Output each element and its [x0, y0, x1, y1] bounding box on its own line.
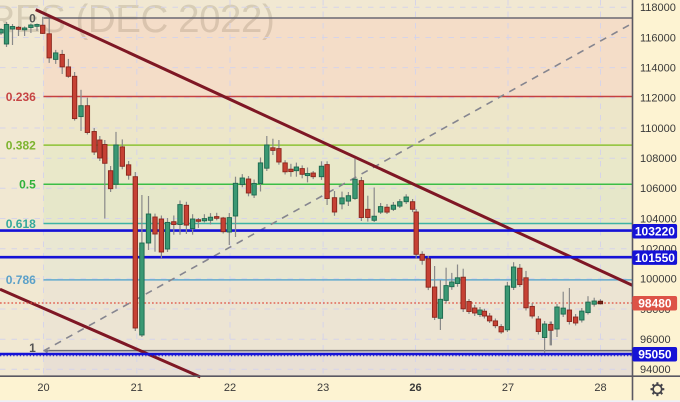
svg-text:22: 22	[224, 382, 236, 394]
svg-text:28: 28	[594, 382, 606, 394]
svg-text:101550: 101550	[635, 251, 675, 265]
svg-text:23: 23	[317, 382, 329, 394]
svg-text:1: 1	[29, 341, 36, 355]
svg-text:0.5: 0.5	[19, 178, 36, 192]
svg-text:116000: 116000	[640, 32, 676, 44]
svg-text:94000: 94000	[640, 364, 671, 376]
svg-text:0.236: 0.236	[6, 90, 36, 104]
svg-text:95050: 95050	[638, 347, 672, 361]
svg-text:96000: 96000	[640, 334, 671, 346]
svg-text:112000: 112000	[640, 93, 676, 105]
svg-text:108000: 108000	[640, 153, 677, 165]
svg-text:0: 0	[29, 11, 36, 25]
svg-text:98480: 98480	[638, 296, 672, 310]
svg-text:103220: 103220	[635, 224, 675, 238]
svg-text:21: 21	[131, 382, 143, 394]
svg-text:RES (DEC 2022): RES (DEC 2022)	[0, 0, 274, 41]
svg-text:118000: 118000	[640, 2, 676, 14]
svg-text:0.786: 0.786	[6, 273, 36, 287]
svg-text:26: 26	[409, 382, 421, 394]
svg-text:106000: 106000	[640, 183, 677, 195]
svg-text:114000: 114000	[640, 62, 676, 74]
svg-text:20: 20	[37, 382, 49, 394]
svg-text:27: 27	[502, 382, 514, 394]
svg-text:104000: 104000	[640, 213, 677, 225]
svg-text:100000: 100000	[640, 274, 677, 286]
svg-text:0.618: 0.618	[6, 217, 36, 231]
svg-text:0.382: 0.382	[6, 138, 36, 152]
svg-text:110000: 110000	[640, 123, 676, 135]
